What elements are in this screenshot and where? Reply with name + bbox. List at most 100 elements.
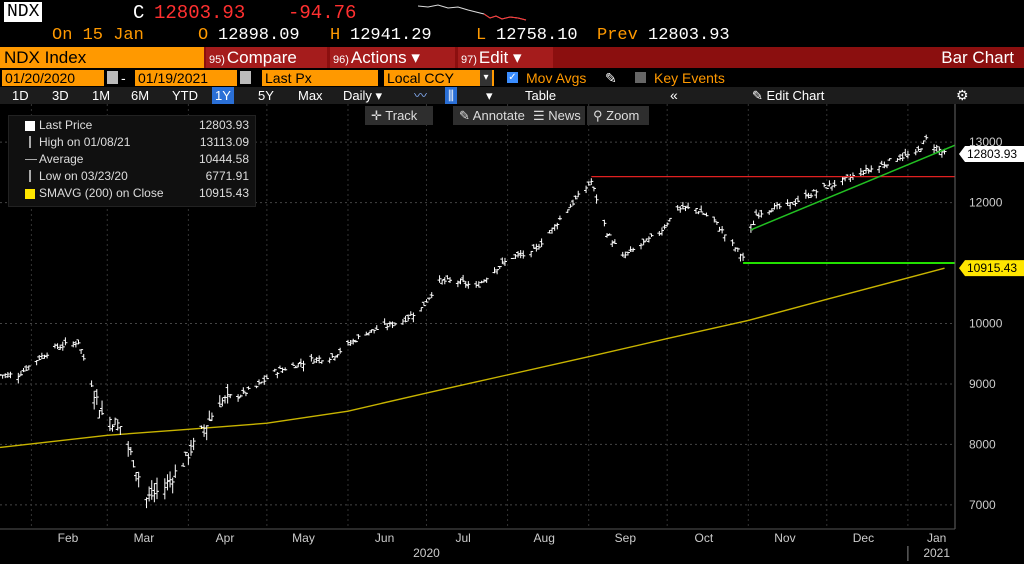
news-icon: ☰: [533, 108, 549, 123]
currency-label: Local CCY: [387, 70, 454, 86]
legend-sma[interactable]: SMAVG (200) on Close 10915.43: [9, 185, 255, 202]
quote-bar: NDX C 12803.93 -94.76: [0, 0, 1024, 26]
legend-label: SMAVG (200) on Close: [39, 186, 164, 200]
y-tick-label: 9000: [969, 377, 996, 391]
frequency-selector[interactable]: Daily ▾: [343, 88, 383, 103]
edit-chart-label: Edit Chart: [766, 88, 825, 103]
date-separator: -: [121, 70, 126, 86]
edit-number: 97): [461, 54, 477, 66]
legend-low: Low on 03/23/20 6771.91: [9, 168, 255, 185]
line-chart-icon[interactable]: 〰: [414, 88, 428, 103]
legend-average: Average 10444.58: [9, 151, 255, 168]
low-value: 12758.10: [496, 26, 578, 45]
y-tick-label: 7000: [969, 498, 996, 512]
mov-avgs-label: Mov Avgs: [526, 70, 587, 86]
compare-menu[interactable]: 95) Compare: [206, 47, 327, 68]
security-toolbar: NDX Index 95) Compare 96) Actions ▾ 97) Edi…: [0, 47, 1024, 68]
period-toolbar: 1D 3D 1M 6M YTD 1Y 5Y Max Daily ▾ 〰 ⫼ ▾ …: [0, 87, 1024, 104]
security-field[interactable]: NDX Index: [0, 47, 204, 68]
start-date-field[interactable]: 01/20/2020: [2, 70, 104, 86]
x-tick-label: Apr: [216, 531, 235, 545]
chevron-down-icon[interactable]: ▾: [486, 88, 493, 103]
gear-icon[interactable]: ⚙: [956, 87, 969, 103]
field-selector[interactable]: Last Px: [262, 70, 378, 86]
currency-selector[interactable]: Local CCY ▾: [384, 70, 494, 86]
net-change: -94.76: [288, 2, 357, 24]
period-3d[interactable]: 3D: [52, 88, 69, 103]
pencil-icon[interactable]: ✎: [605, 70, 617, 86]
prev-value: 12803.93: [648, 26, 730, 45]
alert-icon[interactable]: [2, 28, 60, 64]
chart-type-label[interactable]: Bar Chart: [941, 48, 1014, 67]
x-axis: Feb Mar Apr May Jun Jul Aug Sep Oct Nov Dec Jan 2020…: [0, 528, 955, 561]
period-5y[interactable]: 5Y: [258, 88, 274, 103]
mov-avgs-checkbox[interactable]: ✓: [507, 72, 518, 83]
crosshair-icon: ✛: [371, 108, 386, 123]
zoom-button[interactable]: ⚲ Zoom: [587, 106, 649, 125]
sma-tag-label: 10915.43: [967, 261, 1017, 275]
low-label: L: [476, 26, 487, 45]
legend-high: High on 01/08/21 13113.09: [9, 134, 255, 151]
last-price-tag-bg: [959, 146, 1024, 163]
track-label: Track: [385, 108, 418, 123]
legend-value: 12803.93: [198, 118, 249, 132]
news-label: News: [548, 108, 581, 123]
legend-value: 6771.91: [205, 169, 249, 183]
pencil-icon: ✎: [752, 88, 767, 103]
y-tick-label: 12000: [969, 196, 1003, 210]
legend-swatch: [25, 189, 35, 199]
actions-number: 96): [333, 54, 349, 66]
open-label: O: [198, 26, 209, 45]
period-1m[interactable]: 1M: [92, 88, 111, 103]
last-price: 12803.93: [154, 2, 246, 24]
sma-tag-bg: [959, 260, 1024, 277]
actions-menu[interactable]: 96) Actions ▾: [330, 47, 455, 68]
y-axis: 7000 8000 9000 10000 12000 13000: [954, 104, 1003, 529]
period-ytd[interactable]: YTD: [172, 88, 198, 103]
ohlc-bar: On 15 Jan O 12898.09 H 12941.29 L 12758.…: [0, 26, 1024, 64]
sma-line: [0, 267, 945, 449]
annotate-button[interactable]: ✎ Annotate: [453, 106, 531, 125]
x-tick-label: Dec: [853, 531, 874, 545]
chart-annotations: 12803.93 10915.43: [591, 144, 1024, 277]
news-button[interactable]: ☰ News: [527, 106, 585, 125]
frequency-label: Daily: [343, 88, 372, 103]
compare-number: 95): [209, 54, 225, 66]
quote-date: On 15 Jan: [52, 26, 144, 45]
ticker-symbol[interactable]: NDX: [4, 2, 43, 22]
table-button[interactable]: Table: [525, 88, 557, 103]
legend-last-price[interactable]: Last Price 12803.93: [9, 117, 255, 134]
calendar-icon[interactable]: [240, 71, 251, 84]
chevron-down-icon: ▾: [480, 70, 492, 86]
sma-200-line: [0, 267, 945, 449]
close-label: C: [133, 2, 145, 24]
pencil-icon: ✎: [459, 108, 473, 123]
key-events-label: Key Events: [654, 70, 725, 86]
year-label: 2020: [413, 546, 440, 560]
y-tick-label: 13000: [969, 135, 1003, 149]
key-events-checkbox[interactable]: [635, 72, 646, 83]
legend-value: 10444.58: [198, 152, 249, 166]
x-tick-label: Feb: [58, 531, 79, 545]
legend-label: Average: [39, 152, 84, 166]
legend-value: 10915.43: [198, 186, 249, 200]
period-1y[interactable]: 1Y: [212, 87, 234, 104]
period-6m[interactable]: 6M: [131, 88, 150, 103]
edit-dropdown-icon: ▾: [512, 48, 522, 67]
collapse-icon[interactable]: «: [670, 87, 678, 103]
annotate-label: Annotate: [472, 108, 525, 123]
track-button[interactable]: ✛ Track: [365, 106, 433, 125]
edit-chart-button[interactable]: ✎ Edit Chart: [752, 87, 824, 104]
edit-menu[interactable]: 97) Edit ▾: [458, 47, 553, 68]
x-tick-label: Nov: [774, 531, 795, 545]
period-1d[interactable]: 1D: [12, 88, 29, 103]
period-max[interactable]: Max: [298, 88, 323, 103]
end-date-field[interactable]: 01/19/2021: [135, 70, 237, 86]
x-tick-label: Jun: [375, 531, 394, 545]
calendar-icon[interactable]: [107, 71, 118, 84]
high-marker-icon: [29, 136, 31, 148]
sma-tag: 10915.43: [959, 260, 1024, 277]
legend-label: Low on 03/23/20: [39, 169, 128, 183]
bar-chart-icon[interactable]: ⫼: [445, 87, 457, 104]
